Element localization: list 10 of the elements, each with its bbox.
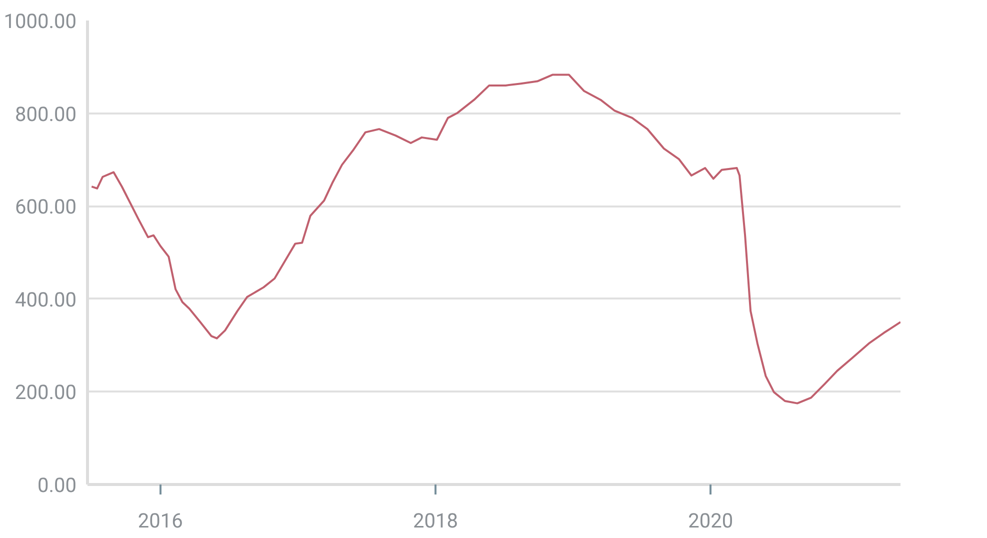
x-tick-label: 2016	[138, 508, 183, 532]
x-tick-label: 2020	[688, 508, 734, 532]
line-series	[90, 74, 900, 404]
y-tick-label: 1000.00	[4, 9, 77, 33]
y-tick-label: 800.00	[15, 102, 77, 126]
y-tick-label: 200.00	[15, 380, 77, 404]
y-tick-label: 400.00	[15, 287, 77, 312]
x-tick-label: 2018	[413, 508, 458, 532]
y-tick-label: 0.00	[38, 473, 77, 497]
y-tick-label: 600.00	[15, 194, 77, 219]
